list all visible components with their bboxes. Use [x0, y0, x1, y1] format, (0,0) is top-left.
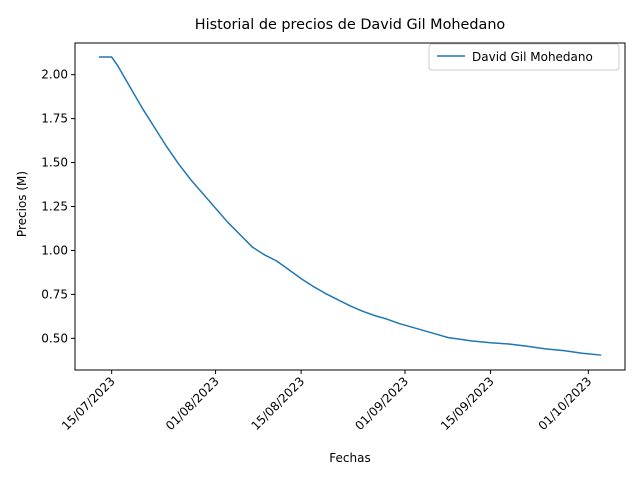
data-point [178, 163, 180, 165]
data-point [471, 340, 473, 342]
y-tick-label: 0.75 [41, 287, 68, 301]
data-point [422, 329, 424, 332]
data-point [214, 207, 217, 209]
data-point [324, 292, 327, 295]
data-point [263, 254, 266, 256]
data-point [459, 338, 461, 340]
data-point [239, 234, 241, 236]
data-point [202, 193, 204, 195]
data-point [111, 56, 113, 58]
data-point [398, 322, 400, 325]
data-point [190, 179, 192, 181]
data-point [227, 221, 229, 223]
data-point [361, 310, 363, 312]
data-point [581, 352, 583, 354]
data-point [447, 336, 449, 339]
data-point [300, 277, 302, 280]
data-point [508, 343, 510, 345]
data-point [276, 260, 278, 262]
data-point [526, 345, 528, 347]
data-point [599, 354, 602, 356]
y-tick-label: 0.50 [41, 331, 68, 345]
data-point [117, 65, 119, 67]
y-tick-label: 1.75 [41, 112, 68, 126]
data-point [166, 146, 168, 148]
y-tick-label: 1.50 [41, 156, 68, 170]
data-point [386, 318, 388, 320]
y-tick-label: 2.00 [41, 68, 68, 82]
legend-frame [428, 43, 620, 71]
data-point [251, 246, 253, 248]
data-point [129, 86, 131, 88]
data-point [98, 56, 101, 58]
data-point [410, 326, 412, 328]
data-point [489, 342, 492, 344]
legend-label: David Gil Mohedano [472, 50, 593, 64]
data-point [544, 348, 547, 350]
data-point [288, 269, 290, 271]
data-point [153, 126, 156, 128]
y-axis-label: Precios (M) [15, 171, 29, 237]
y-tick-label: 1.00 [41, 244, 68, 258]
data-point [349, 305, 351, 307]
chart-title: Historial de precios de David Gil Moheda… [195, 17, 506, 33]
data-point [141, 107, 143, 109]
data-point [312, 285, 314, 288]
y-tick-label: 1.25 [41, 200, 68, 214]
x-axis-label: Fechas [329, 451, 370, 465]
data-point [337, 299, 339, 301]
legend: David Gil Mohedano [428, 43, 620, 71]
data-point [563, 350, 565, 352]
y-axis-ticks: 0.50 0.75 1.00 1.25 1.50 1.75 2.00 [41, 68, 75, 345]
data-point [373, 314, 376, 317]
data-point [434, 333, 437, 335]
